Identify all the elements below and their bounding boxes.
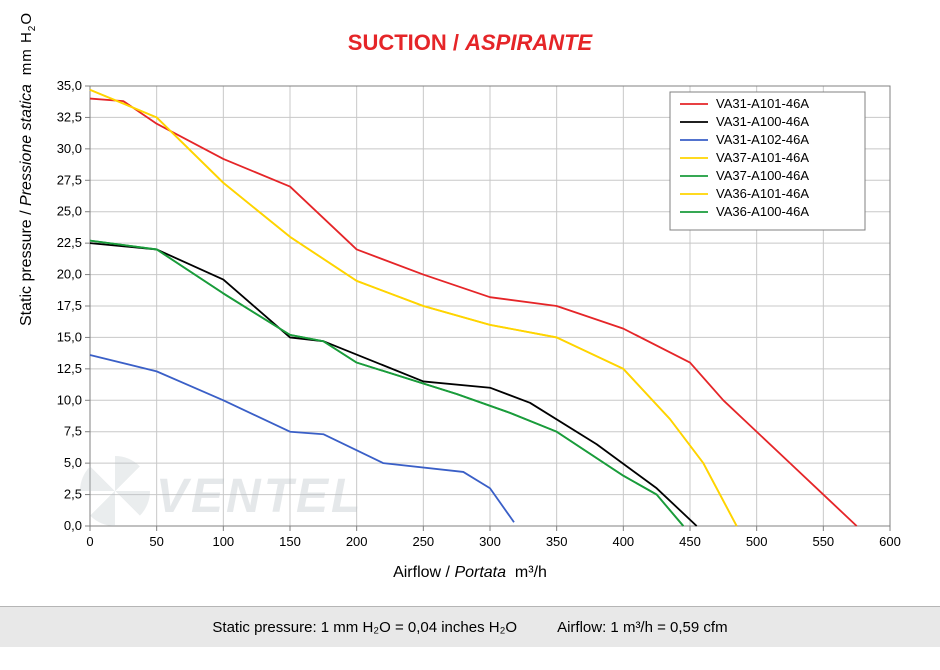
chart-area: Static pressure / Pressione statica mm H… bbox=[20, 76, 920, 586]
legend-label: VA31-A101-46A bbox=[716, 96, 809, 111]
xlabel-en: Airflow bbox=[393, 564, 441, 581]
ytick-label: 0,0 bbox=[64, 518, 82, 533]
ytick-label: 27,5 bbox=[57, 172, 82, 187]
xtick-label: 400 bbox=[612, 534, 634, 549]
xlabel-it: Portata bbox=[454, 564, 506, 581]
ytick-label: 35,0 bbox=[57, 78, 82, 93]
ylabel-it: Pressione statica bbox=[18, 84, 35, 206]
xtick-label: 550 bbox=[812, 534, 834, 549]
y-axis-label: Static pressure / Pressione statica mm H… bbox=[18, 12, 38, 326]
xtick-label: 600 bbox=[879, 534, 901, 549]
ytick-label: 5,0 bbox=[64, 455, 82, 470]
xlabel-unit: m³/h bbox=[515, 564, 547, 581]
title-en: SUCTION bbox=[348, 30, 447, 55]
xtick-label: 250 bbox=[412, 534, 434, 549]
ylabel-en: Static pressure bbox=[18, 219, 35, 326]
ytick-label: 20,0 bbox=[57, 267, 82, 282]
title-it: ASPIRANTE bbox=[465, 30, 592, 55]
ytick-label: 12,5 bbox=[57, 361, 82, 376]
ylabel-unit: mm H2O bbox=[18, 12, 35, 75]
xtick-label: 200 bbox=[346, 534, 368, 549]
chart-title: SUCTION / ASPIRANTE bbox=[0, 30, 940, 56]
footer-right: Airflow: 1 m³/h = 0,59 cfm bbox=[557, 619, 727, 636]
legend-label: VA31-A100-46A bbox=[716, 114, 809, 129]
footer-left: Static pressure: 1 mm H₂O = 0,04 inches … bbox=[212, 619, 517, 636]
xtick-label: 450 bbox=[679, 534, 701, 549]
ytick-label: 10,0 bbox=[57, 392, 82, 407]
legend-label: VA36-A100-46A bbox=[716, 204, 809, 219]
legend-label: VA36-A101-46A bbox=[716, 186, 809, 201]
legend-label: VA31-A102-46A bbox=[716, 132, 809, 147]
ytick-label: 17,5 bbox=[57, 298, 82, 313]
ytick-label: 22,5 bbox=[57, 235, 82, 250]
chart-svg: 0 50 100 150 200 250 300 350 400 450 500 550 600 0,0 2… bbox=[20, 76, 920, 566]
xtick-label: 350 bbox=[546, 534, 568, 549]
ytick-label: 2,5 bbox=[64, 487, 82, 502]
xtick-label: 500 bbox=[746, 534, 768, 549]
xtick-label: 100 bbox=[212, 534, 234, 549]
footer-bar: Static pressure: 1 mm H₂O = 0,04 inches … bbox=[0, 606, 940, 647]
legend-label: VA37-A101-46A bbox=[716, 150, 809, 165]
ytick-label: 32,5 bbox=[57, 109, 82, 124]
ytick-label: 30,0 bbox=[57, 141, 82, 156]
xtick-label: 50 bbox=[149, 534, 163, 549]
ytick-label: 7,5 bbox=[64, 424, 82, 439]
ytick-label: 15,0 bbox=[57, 329, 82, 344]
title-sep: / bbox=[447, 30, 465, 55]
xtick-label: 150 bbox=[279, 534, 301, 549]
legend-label: VA37-A100-46A bbox=[716, 168, 809, 183]
xtick-label: 300 bbox=[479, 534, 501, 549]
x-axis-label: Airflow / Portata m³/h bbox=[20, 564, 920, 582]
xtick-label: 0 bbox=[86, 534, 93, 549]
ytick-label: 25,0 bbox=[57, 204, 82, 219]
